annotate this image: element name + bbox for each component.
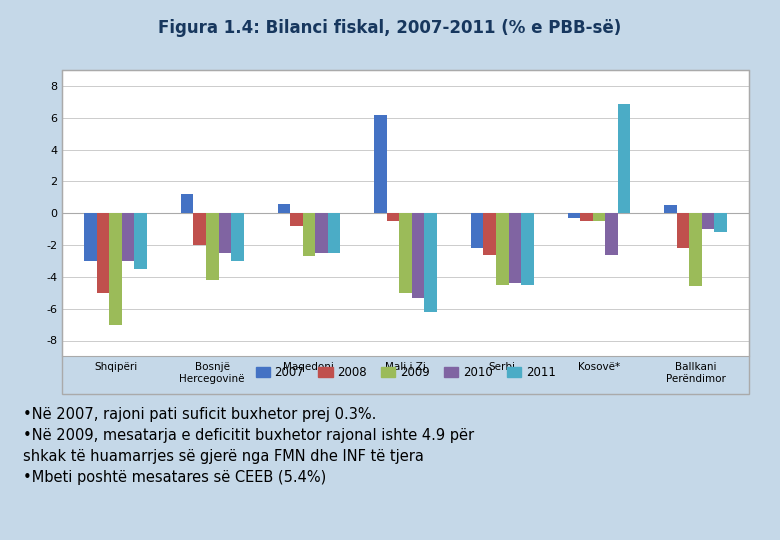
Legend: 2007, 2008, 2009, 2010, 2011: 2007, 2008, 2009, 2010, 2011 (251, 361, 560, 384)
Bar (593, 213, 605, 221)
Bar (328, 213, 340, 253)
Text: Figura 1.4: Bilanci fiskal, 2007-2011 (% e PBB-së): Figura 1.4: Bilanci fiskal, 2007-2011 (%… (158, 19, 622, 37)
Bar (84, 213, 97, 261)
Bar (303, 213, 315, 256)
Bar (290, 213, 303, 226)
Bar (206, 213, 218, 280)
Text: •Në 2007, rajoni pati suficit buxhetor prej 0.3%.
•Në 2009, mesatarja e deficiti: •Në 2007, rajoni pati suficit buxhetor p… (23, 407, 474, 484)
Bar (702, 213, 714, 229)
Bar (496, 213, 509, 285)
Bar (471, 213, 484, 248)
Bar (399, 213, 412, 293)
Bar (278, 204, 290, 213)
Bar (714, 213, 727, 232)
Bar (315, 213, 328, 253)
Bar (374, 114, 387, 213)
Bar (231, 213, 243, 261)
Bar (97, 213, 109, 293)
Bar (484, 213, 496, 255)
Bar (509, 213, 521, 284)
Bar (521, 213, 534, 285)
Bar (109, 213, 122, 325)
Bar (122, 213, 134, 261)
Bar (665, 205, 677, 213)
Bar (568, 213, 580, 218)
Bar (424, 213, 437, 312)
Bar (218, 213, 231, 253)
Bar (181, 194, 193, 213)
Bar (387, 213, 399, 221)
Bar (677, 213, 690, 248)
Bar (618, 104, 630, 213)
Bar (690, 213, 702, 286)
Bar (412, 213, 424, 298)
Bar (193, 213, 206, 245)
Bar (605, 213, 618, 255)
Bar (580, 213, 593, 221)
Bar (134, 213, 147, 269)
